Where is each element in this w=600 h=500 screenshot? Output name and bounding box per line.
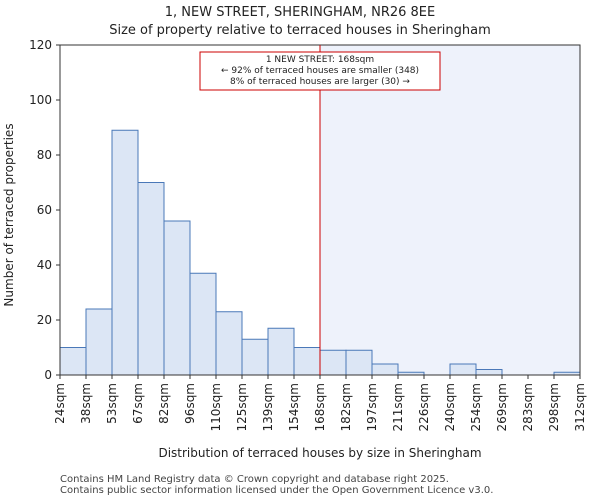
bar-139sqm	[267, 327, 295, 376]
x-tick-label: 254sqm	[469, 383, 483, 431]
x-tick-label: 312sqm	[573, 383, 587, 431]
bar-168sqm	[319, 349, 347, 376]
bar-182sqm	[345, 349, 373, 376]
footer-copyright: Contains HM Land Registry data © Crown c…	[60, 474, 449, 485]
x-tick-label: 154sqm	[287, 383, 301, 431]
x-tick-label: 53sqm	[105, 383, 119, 424]
y-tick-label: 20	[37, 313, 52, 327]
bar-53sqm	[111, 129, 139, 376]
y-axis-label: Number of terraced properties	[2, 123, 16, 306]
annotation-box	[199, 51, 441, 91]
footer-licence: Contains public sector information licen…	[60, 485, 494, 496]
bar-67sqm	[137, 182, 165, 376]
larger-properties-region	[320, 45, 580, 375]
x-tick-label: 197sqm	[365, 383, 379, 431]
chart-title: 1, NEW STREET, SHERINGHAM, NR26 8EE	[165, 5, 436, 20]
y-tick-label: 60	[37, 203, 52, 217]
y-tick-label: 0	[44, 368, 52, 382]
bar-110sqm	[215, 311, 243, 376]
x-tick-label: 96sqm	[183, 383, 197, 424]
bar-24sqm	[59, 347, 87, 376]
x-tick-label: 269sqm	[495, 383, 509, 431]
x-tick-label: 125sqm	[235, 383, 249, 431]
annotation-title: 1 NEW STREET: 168sqm	[266, 55, 374, 65]
x-tick-label: 226sqm	[417, 383, 431, 431]
bar-254sqm	[475, 369, 503, 376]
x-tick-label: 240sqm	[443, 383, 457, 431]
x-tick-label: 67sqm	[131, 383, 145, 424]
x-axis-ticks: 24sqm 38sqm 53sqm 67sqm 82sqm 96sqm 110sqm 125s…	[53, 375, 587, 431]
bar-240sqm	[449, 363, 477, 376]
x-tick-label: 298sqm	[547, 383, 561, 431]
y-tick-label: 80	[37, 148, 52, 162]
bar-154sqm	[293, 347, 321, 376]
y-tick-label: 40	[37, 258, 52, 272]
x-axis-label: Distribution of terraced houses by size …	[158, 446, 481, 460]
bar-38sqm	[85, 308, 113, 376]
y-axis-ticks: 0 20 40 60 80 100 120	[29, 38, 60, 382]
bar-96sqm	[189, 272, 217, 376]
x-tick-label: 110sqm	[209, 383, 223, 431]
x-tick-label: 24sqm	[53, 383, 67, 424]
x-tick-label: 38sqm	[79, 383, 93, 424]
y-tick-label: 100	[29, 93, 52, 107]
x-tick-label: 82sqm	[157, 383, 171, 424]
x-tick-label: 139sqm	[261, 383, 275, 431]
annotation-smaller: ← 92% of terraced houses are smaller (34…	[221, 66, 419, 76]
bar-197sqm	[371, 363, 399, 376]
bar-82sqm	[163, 220, 191, 376]
x-tick-label: 283sqm	[521, 383, 535, 431]
bar-125sqm	[241, 338, 269, 376]
x-tick-label: 168sqm	[313, 383, 327, 431]
y-tick-label: 120	[29, 38, 52, 52]
annotation-larger: 8% of terraced houses are larger (30) →	[230, 77, 410, 87]
chart-subtitle: Size of property relative to terraced ho…	[109, 23, 491, 38]
x-tick-label: 182sqm	[339, 383, 353, 431]
x-tick-label: 211sqm	[391, 383, 405, 431]
bars	[59, 129, 581, 376]
